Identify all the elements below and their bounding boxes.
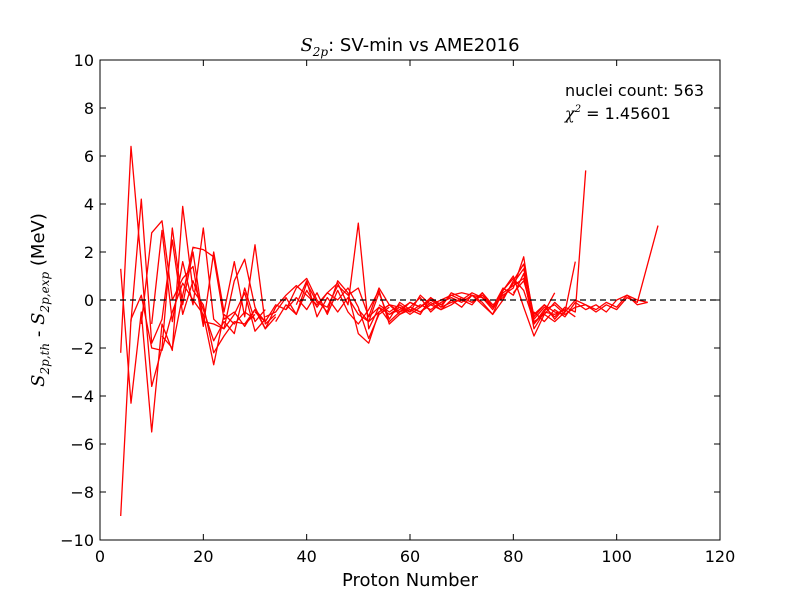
y-tick-label: 10	[74, 51, 94, 70]
y-tick-label: 6	[84, 147, 94, 166]
x-tick-label: 40	[296, 547, 316, 566]
y-axis-label: S2p,th - S2p,exp (MeV)	[28, 213, 52, 387]
series-line-22	[533, 294, 648, 323]
y-tick-label: −10	[60, 531, 94, 550]
y-tick-label: 0	[84, 291, 94, 310]
series-line-6	[151, 227, 277, 330]
x-tick-label: 20	[193, 547, 213, 566]
x-tick-label: 100	[601, 547, 632, 566]
series-layer	[120, 145, 659, 517]
series-line-17	[388, 256, 566, 325]
y-tick-label: 4	[84, 195, 94, 214]
chi-squared-annotation: χ2 = 1.45601	[564, 104, 671, 123]
y-tick-label: 2	[84, 243, 94, 262]
y-tick-label: 8	[84, 99, 94, 118]
series-line-2	[120, 205, 256, 433]
x-tick-label: 60	[400, 547, 420, 566]
series-line-12	[285, 289, 442, 325]
x-tick-label: 0	[95, 547, 105, 566]
series-line-5	[140, 220, 277, 328]
nuclei-count-annotation: nuclei count: 563	[565, 81, 704, 100]
series-line-13	[295, 280, 462, 323]
x-tick-label: 120	[705, 547, 736, 566]
series-line-8	[244, 284, 390, 340]
x-axis: 0 20 40 60 80 100 120	[95, 60, 735, 566]
y-axis: −10 −8 −6 −4 −2 0 2 4 6 8 10	[60, 51, 720, 550]
y-tick-label: −8	[70, 483, 94, 502]
series-line-7	[161, 246, 266, 349]
y-tick-label: −4	[70, 387, 94, 406]
series-line-20	[471, 277, 648, 323]
y-tick-label: −6	[70, 435, 94, 454]
plot-area	[99, 59, 721, 541]
x-tick-label: 80	[503, 547, 523, 566]
y-tick-label: −2	[70, 339, 94, 358]
x-axis-label: Proton Number	[342, 570, 479, 591]
series-line-10	[265, 222, 421, 330]
chart-title: S2p: SV-min vs AME2016	[300, 35, 519, 59]
